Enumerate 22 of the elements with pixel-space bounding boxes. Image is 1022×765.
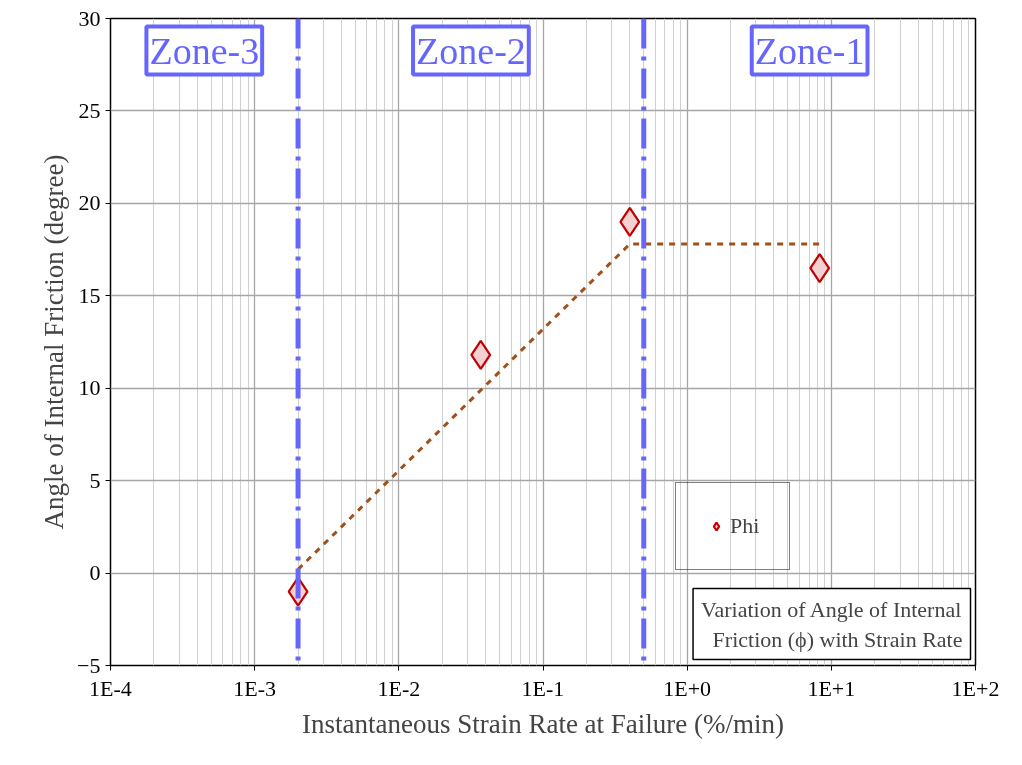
y-tick-label: 0	[89, 560, 101, 586]
y-tick-label: 25	[78, 97, 101, 123]
annotation: Variation of Angle of Internal Friction (ϕ) with Strain Rate	[701, 596, 963, 652]
y-tick-label: 30	[78, 5, 101, 31]
x-tick-label: 1E-2	[377, 675, 421, 701]
x-tick-label: 1E-4	[89, 675, 132, 701]
annotation: Zone-2	[416, 29, 526, 72]
annotation: Zone-1	[754, 29, 865, 72]
x-tick-label: 1E+0	[663, 675, 712, 701]
x-tick-label: 1E+2	[951, 675, 1000, 701]
y-tick-label: 20	[78, 190, 101, 216]
y-tick-label: 10	[78, 375, 101, 401]
y-tick-label: 5	[89, 467, 101, 493]
x-tick-label: 1E-3	[233, 675, 277, 701]
x-axis-title: Instantaneous Strain Rate at Failure (%/min)	[301, 708, 785, 739]
x-tick-label: 1E-1	[521, 675, 565, 701]
annotation: Zone-3	[149, 29, 260, 72]
x-tick-label: 1E+1	[807, 675, 856, 701]
y-tick-label: 15	[78, 282, 101, 308]
y-tick-label: −5	[77, 652, 101, 678]
legend-label: Phi	[730, 513, 760, 539]
y-axis-title: Angle of Internal Friction (degree)	[39, 154, 70, 530]
